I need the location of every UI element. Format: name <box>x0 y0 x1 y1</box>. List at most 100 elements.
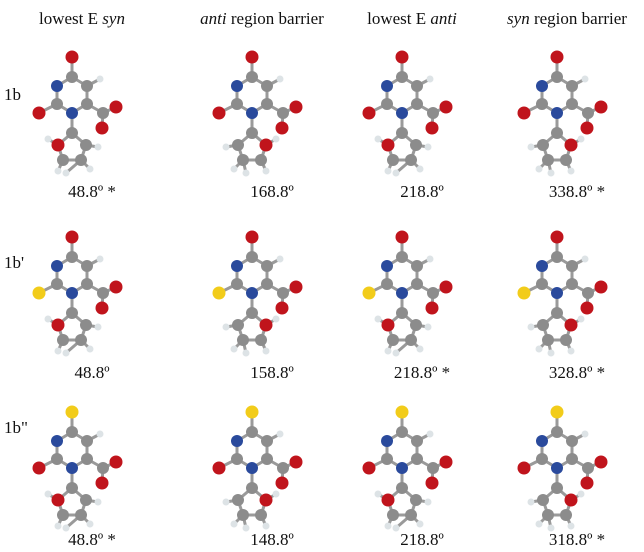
atom <box>595 456 608 469</box>
atom <box>81 278 93 290</box>
atom <box>277 107 289 119</box>
atom <box>246 462 258 474</box>
atom <box>385 523 392 530</box>
atom <box>52 319 65 332</box>
atom <box>548 350 555 357</box>
atom <box>81 260 93 272</box>
atom <box>411 278 423 290</box>
header-part: anti <box>200 9 227 28</box>
atom <box>528 499 535 506</box>
atom <box>381 260 393 272</box>
atom <box>231 346 238 353</box>
atom <box>231 98 243 110</box>
atom <box>440 281 453 294</box>
dihedral-angle: 328.8º * <box>549 363 605 382</box>
header-part: lowest E <box>39 9 102 28</box>
atom <box>277 256 284 263</box>
molecule <box>213 51 303 177</box>
atom <box>246 231 259 244</box>
atom <box>57 154 69 166</box>
atom <box>536 98 548 110</box>
atom <box>560 509 572 521</box>
atom <box>261 98 273 110</box>
atom <box>528 144 535 151</box>
header-part: lowest E <box>367 9 430 28</box>
atom <box>75 334 87 346</box>
atom <box>566 260 578 272</box>
atom <box>440 101 453 114</box>
atom <box>246 287 258 299</box>
atom <box>565 139 578 152</box>
atom <box>568 523 575 530</box>
atom <box>33 462 46 475</box>
atom <box>55 523 62 530</box>
atom <box>551 462 563 474</box>
atom <box>97 76 104 83</box>
atom <box>375 136 382 143</box>
atom <box>66 231 79 244</box>
atom <box>33 107 46 120</box>
atom <box>536 260 548 272</box>
atom <box>246 406 259 419</box>
atom <box>81 435 93 447</box>
atom <box>277 462 289 474</box>
atom <box>33 287 46 300</box>
atom <box>80 319 92 331</box>
atom <box>536 346 543 353</box>
atom <box>263 523 270 530</box>
atom <box>518 287 531 300</box>
atom <box>276 302 289 315</box>
atom <box>551 426 563 438</box>
atom <box>95 324 102 331</box>
atom <box>551 406 564 419</box>
atom <box>243 525 250 532</box>
atom <box>51 80 63 92</box>
atom <box>237 334 249 346</box>
atom <box>387 334 399 346</box>
atom <box>75 154 87 166</box>
atom <box>255 154 267 166</box>
atom <box>410 139 422 151</box>
figure: lowest E synanti region barrierlowest E … <box>0 0 644 552</box>
atom <box>66 251 78 263</box>
dihedral-angle: 338.8º * <box>549 182 605 201</box>
molecule <box>213 406 303 532</box>
atom <box>51 98 63 110</box>
atom <box>396 482 408 494</box>
atom <box>273 136 280 143</box>
row-label: 1b <box>4 85 21 104</box>
atom <box>381 435 393 447</box>
atom <box>396 307 408 319</box>
dihedral-angle: 48.8º <box>74 363 109 382</box>
atom <box>246 71 258 83</box>
atom <box>261 453 273 465</box>
column-header: syn region barrier <box>507 9 627 28</box>
molecule <box>33 406 123 532</box>
header-part: syn <box>507 9 530 28</box>
atom <box>57 334 69 346</box>
atom <box>536 278 548 290</box>
atom <box>578 491 585 498</box>
atom <box>375 491 382 498</box>
atom <box>396 462 408 474</box>
atom <box>81 98 93 110</box>
atom <box>260 494 273 507</box>
atom <box>213 462 226 475</box>
atom <box>63 350 70 357</box>
atom <box>396 287 408 299</box>
column-header: lowest E syn <box>39 9 125 28</box>
atom <box>273 491 280 498</box>
atom <box>582 107 594 119</box>
atom <box>255 509 267 521</box>
atom <box>96 122 109 135</box>
atom <box>551 231 564 244</box>
atom <box>551 287 563 299</box>
atom <box>405 154 417 166</box>
atom <box>411 260 423 272</box>
atom <box>551 251 563 263</box>
atom <box>363 287 376 300</box>
atom <box>542 509 554 521</box>
atom <box>582 256 589 263</box>
atom <box>81 80 93 92</box>
atom <box>565 319 578 332</box>
